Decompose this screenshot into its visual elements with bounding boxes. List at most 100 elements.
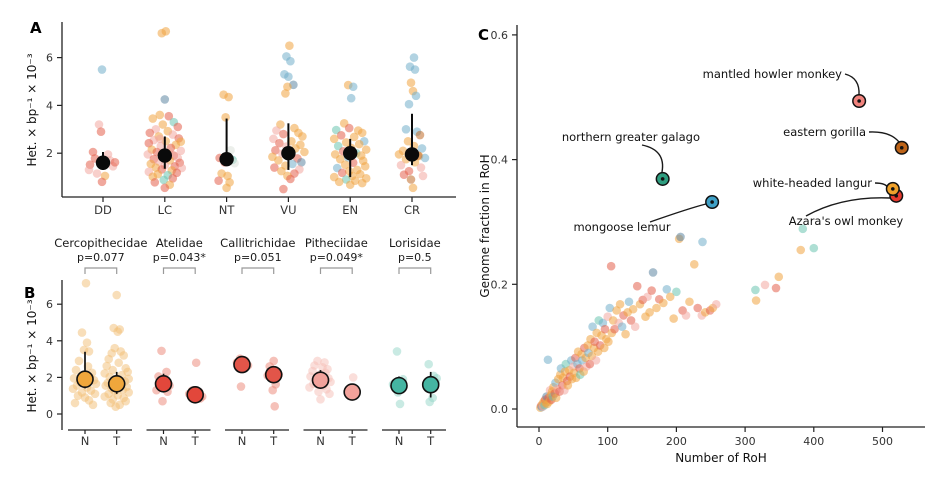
comparison-bracket: [84, 267, 118, 274]
jitter-point: [283, 82, 292, 92]
jitter-point: [82, 338, 92, 347]
jitter-point: [150, 178, 160, 187]
jitter-point: [100, 392, 109, 401]
group-label: N: [395, 434, 404, 448]
jitter-point: [158, 120, 168, 129]
jitter-point: [279, 184, 288, 194]
jitter-point: [403, 136, 413, 146]
jitter-point: [425, 397, 435, 407]
jitter-point: [97, 65, 107, 74]
scatter-point: [630, 322, 640, 331]
comparison-bracket: [398, 267, 432, 274]
jitter-point: [158, 396, 167, 406]
mean-point: [421, 375, 440, 394]
jitter-point: [344, 123, 354, 133]
jitter-point: [410, 65, 420, 74]
mean-point: [157, 148, 172, 163]
group-label: N: [81, 434, 90, 448]
jitter-point: [415, 130, 425, 140]
scatter-point: [563, 381, 573, 390]
jitter-point: [325, 389, 334, 399]
jitter-point: [96, 127, 106, 136]
jitter-point: [112, 290, 121, 300]
scatter-point: [606, 261, 616, 271]
jitter-point: [417, 144, 427, 153]
jitter-point: [286, 174, 295, 184]
jitter-point: [345, 180, 355, 190]
panel-c-plot-area: 0.0 0.2 0.4 0.6 0 100 200 300 400 500 mantled howl…: [491, 25, 925, 448]
mean-point: [343, 383, 362, 401]
scatter-point: [774, 272, 784, 282]
scatter-point: [626, 316, 636, 325]
jitter-point: [348, 82, 358, 92]
x-tick-label: 200: [666, 435, 687, 448]
scatter-point: [809, 243, 819, 253]
jitter-point: [335, 154, 345, 164]
facet-p-value: p=0.043*: [153, 251, 207, 264]
scatter-point: [599, 343, 609, 353]
jitter-point: [361, 145, 371, 154]
scatter-point: [771, 283, 781, 293]
jitter-point: [71, 365, 81, 375]
group-label: N: [316, 434, 325, 448]
jitter-point: [94, 120, 104, 129]
jitter-point: [91, 379, 101, 389]
x-tick-label: 0: [536, 435, 543, 448]
scatter-point: [760, 280, 770, 290]
y-tick-label: 2: [46, 147, 53, 160]
jitter-point: [277, 166, 286, 176]
jitter-point: [114, 358, 123, 368]
scatter-point: [652, 303, 661, 313]
jitter-point: [399, 170, 409, 180]
jitter-point: [157, 28, 167, 38]
jitter-point: [162, 367, 171, 377]
scatter-point: [624, 297, 634, 307]
species-label: eastern gorilla: [783, 125, 866, 139]
jitter-point: [77, 328, 87, 337]
jitter-point: [176, 137, 186, 147]
scatter-point: [585, 359, 595, 369]
highlighted-point-center: [891, 187, 895, 191]
scatter-point: [617, 322, 627, 331]
jitter-point: [416, 163, 426, 172]
facet-p-value: p=0.5: [398, 251, 432, 264]
y-tick-label: 4: [46, 99, 53, 112]
highlighted-point-center: [857, 99, 861, 103]
x-tick-label: 100: [597, 435, 618, 448]
group-label: T: [348, 434, 357, 448]
jitter-point: [424, 359, 434, 369]
panel-b-letter: B: [24, 284, 35, 302]
jitter-point: [284, 72, 293, 82]
jitter-point: [70, 398, 80, 408]
jitter-point: [73, 391, 83, 401]
species-label: white-headed langur: [753, 176, 872, 190]
highlighted-point-center: [660, 177, 665, 181]
jitter-point: [286, 56, 295, 66]
category-label: LC: [158, 203, 172, 217]
panel-c-x-axis-title: Number of RoH: [675, 451, 767, 465]
category-label: CR: [404, 203, 420, 217]
mean-point: [107, 375, 126, 393]
species-label: mantled howler monkey: [703, 67, 843, 81]
species-label: northern greater galago: [562, 130, 700, 144]
scatter-point: [647, 286, 656, 295]
jitter-point: [337, 168, 347, 178]
facet-family-label: Lorisidae: [389, 236, 441, 250]
group-label: T: [191, 434, 200, 448]
jitter-point: [357, 178, 367, 188]
jitter-point: [268, 385, 278, 395]
scatter-point: [685, 297, 694, 307]
x-tick-label: 300: [735, 435, 756, 448]
jitter-point: [84, 347, 94, 356]
y-tick-label: 0: [46, 408, 53, 421]
scatter-point: [796, 245, 806, 255]
jitter-point: [159, 175, 169, 185]
jitter-point: [300, 147, 309, 157]
scatter-point: [645, 308, 654, 317]
jitter-point: [274, 156, 283, 165]
scatter-point: [698, 237, 707, 247]
scatter-point: [669, 314, 678, 323]
panel-a-letter: A: [30, 19, 42, 37]
scatter-point: [615, 299, 625, 309]
